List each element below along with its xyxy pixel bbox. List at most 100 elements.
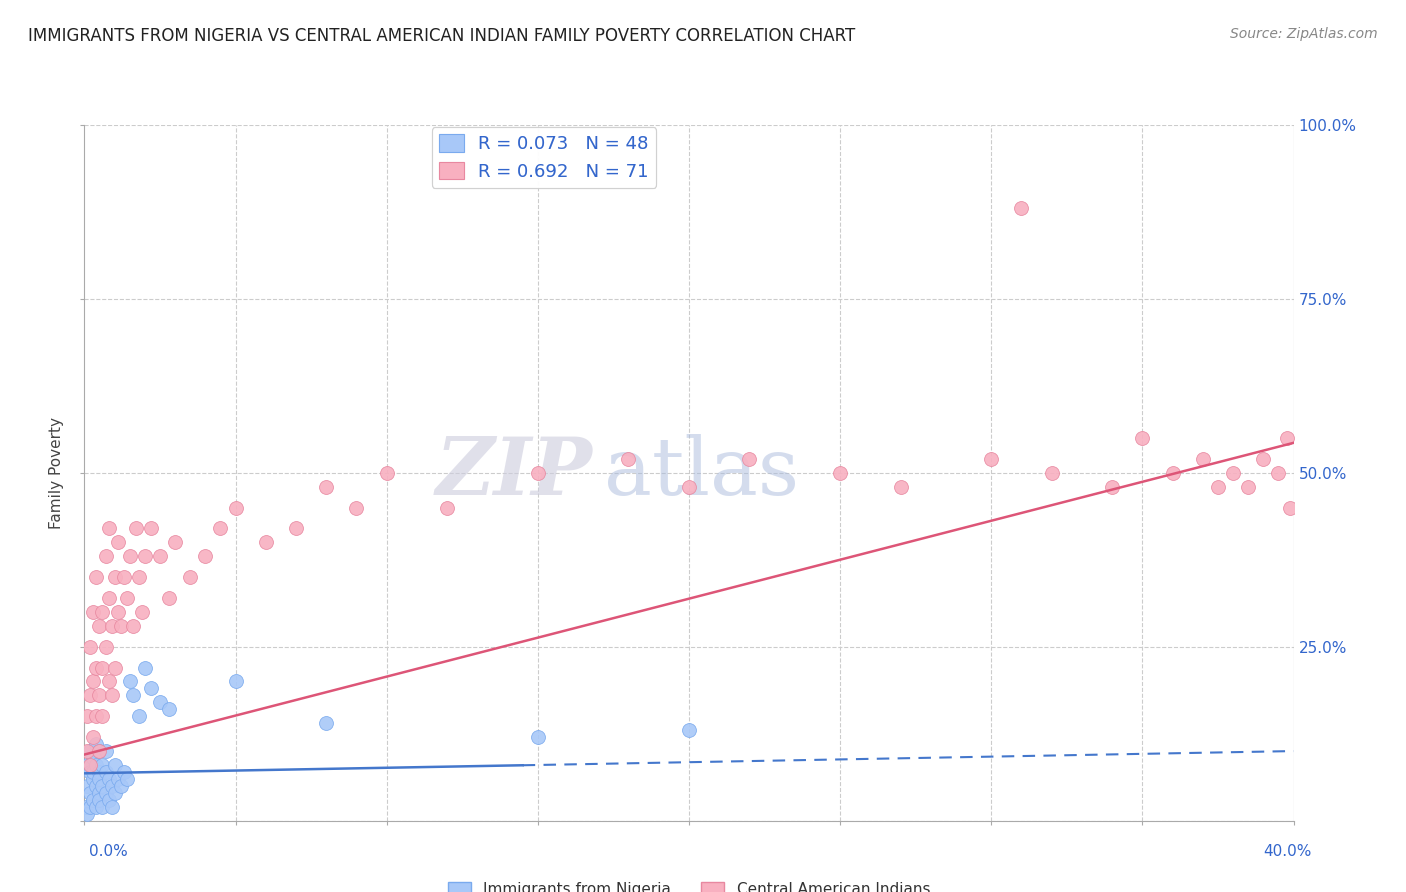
Point [1192,451,1215,466]
Point [100,799,122,814]
Point [118,549,141,564]
Point [91,758,114,772]
Point [97,674,120,689]
Point [1101,480,1123,494]
Point [97,591,120,605]
Point [738,451,761,466]
Point [82,793,104,807]
Point [225,500,247,515]
Point [97,521,120,535]
Point [82,730,104,744]
Point [128,709,150,723]
Point [1253,451,1275,466]
Point [89,772,111,786]
Point [82,751,104,765]
Point [86,660,108,674]
Point [104,570,127,584]
Point [890,480,912,494]
Point [115,772,138,786]
Y-axis label: Family Poverty: Family Poverty [49,417,65,529]
Point [1277,431,1299,445]
Point [91,799,114,814]
Point [91,779,114,793]
Point [97,793,120,807]
Point [86,737,108,751]
Point [97,772,120,786]
Point [1237,480,1260,494]
Point [139,681,162,696]
Point [76,779,98,793]
Point [1222,466,1244,480]
Point [118,674,141,689]
Point [79,786,101,800]
Point [104,758,127,772]
Point [76,744,98,758]
Point [110,619,132,633]
Point [112,570,135,584]
Point [1267,466,1289,480]
Point [91,605,114,619]
Point [79,799,101,814]
Point [209,521,232,535]
Point [75,799,97,814]
Point [1161,466,1184,480]
Point [86,779,108,793]
Point [94,549,117,564]
Point [121,689,143,703]
Point [76,806,98,821]
Point [527,466,550,480]
Point [157,591,180,605]
Point [157,702,180,716]
Point [104,660,127,674]
Point [79,758,101,772]
Point [91,709,114,723]
Point [82,772,104,786]
Point [134,549,156,564]
Text: IMMIGRANTS FROM NIGERIA VS CENTRAL AMERICAN INDIAN FAMILY POVERTY CORRELATION CH: IMMIGRANTS FROM NIGERIA VS CENTRAL AMERI… [28,27,855,45]
Point [115,591,138,605]
Point [134,660,156,674]
Point [315,716,337,731]
Point [86,799,108,814]
Point [194,549,217,564]
Point [1040,466,1063,480]
Point [131,605,153,619]
Point [76,709,98,723]
Text: 0.0%: 0.0% [89,845,128,859]
Point [100,689,122,703]
Point [89,619,111,633]
Point [1011,202,1033,216]
Point [94,640,117,654]
Point [94,744,117,758]
Point [79,744,101,758]
Point [100,779,122,793]
Point [104,786,127,800]
Point [82,764,104,779]
Text: Source: ZipAtlas.com: Source: ZipAtlas.com [1230,27,1378,41]
Point [112,764,135,779]
Point [617,451,640,466]
Point [76,758,98,772]
Point [139,521,162,535]
Point [89,744,111,758]
Point [346,500,368,515]
Point [89,793,111,807]
Point [125,521,148,535]
Point [1206,480,1229,494]
Point [86,709,108,723]
Point [82,605,104,619]
Legend: R = 0.073   N = 48, R = 0.692   N = 71: R = 0.073 N = 48, R = 0.692 N = 71 [432,127,657,188]
Point [107,605,129,619]
Point [165,535,187,549]
Point [79,640,101,654]
Point [285,521,308,535]
Point [254,535,277,549]
Point [315,480,337,494]
Point [527,730,550,744]
Point [121,619,143,633]
Point [179,570,201,584]
Point [110,779,132,793]
Point [91,660,114,674]
Point [79,689,101,703]
Point [89,764,111,779]
